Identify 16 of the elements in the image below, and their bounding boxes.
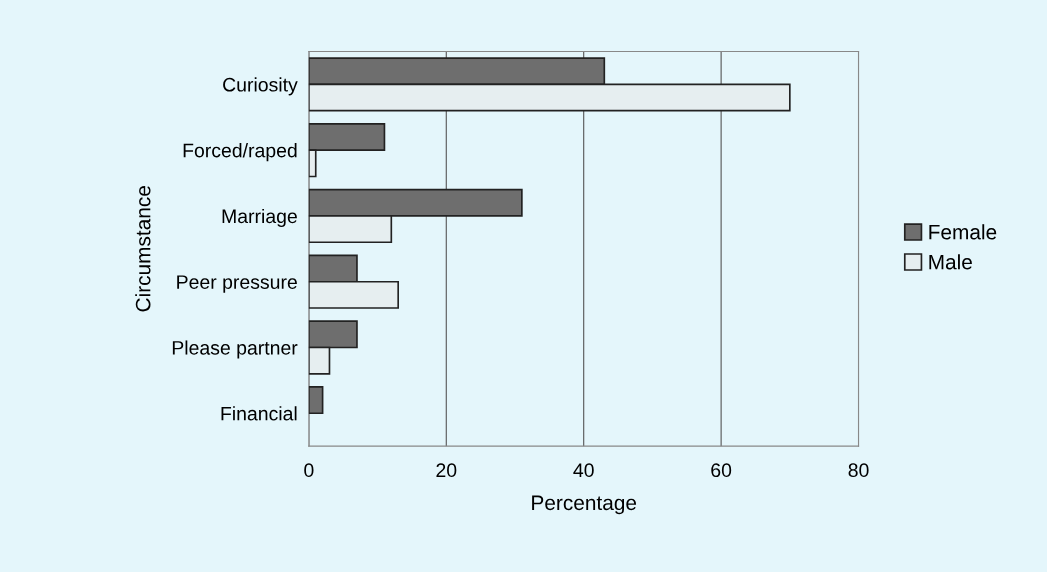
y-tick-label: Curiosity <box>223 77 298 96</box>
bar <box>308 386 324 415</box>
legend-label: Female <box>929 224 997 240</box>
y-tick-label: Financial <box>221 406 297 421</box>
y-tick-label: Forced/raped <box>183 143 297 162</box>
x-tick-label: 80 <box>848 463 869 478</box>
y-tick-label: Peer pressure <box>177 275 297 293</box>
x-tick-label: 60 <box>711 463 732 478</box>
legend-label: Male <box>929 254 972 270</box>
x-axis-title: Percentage <box>532 495 637 515</box>
y-tick-label: Please partner <box>172 340 298 359</box>
y-axis-title: Circumstance <box>135 186 151 312</box>
y-tick-label: Marriage <box>222 208 297 228</box>
x-tick-label: 40 <box>573 463 594 478</box>
x-tick-label: 0 <box>304 463 314 478</box>
x-tick-label: 20 <box>436 463 457 478</box>
